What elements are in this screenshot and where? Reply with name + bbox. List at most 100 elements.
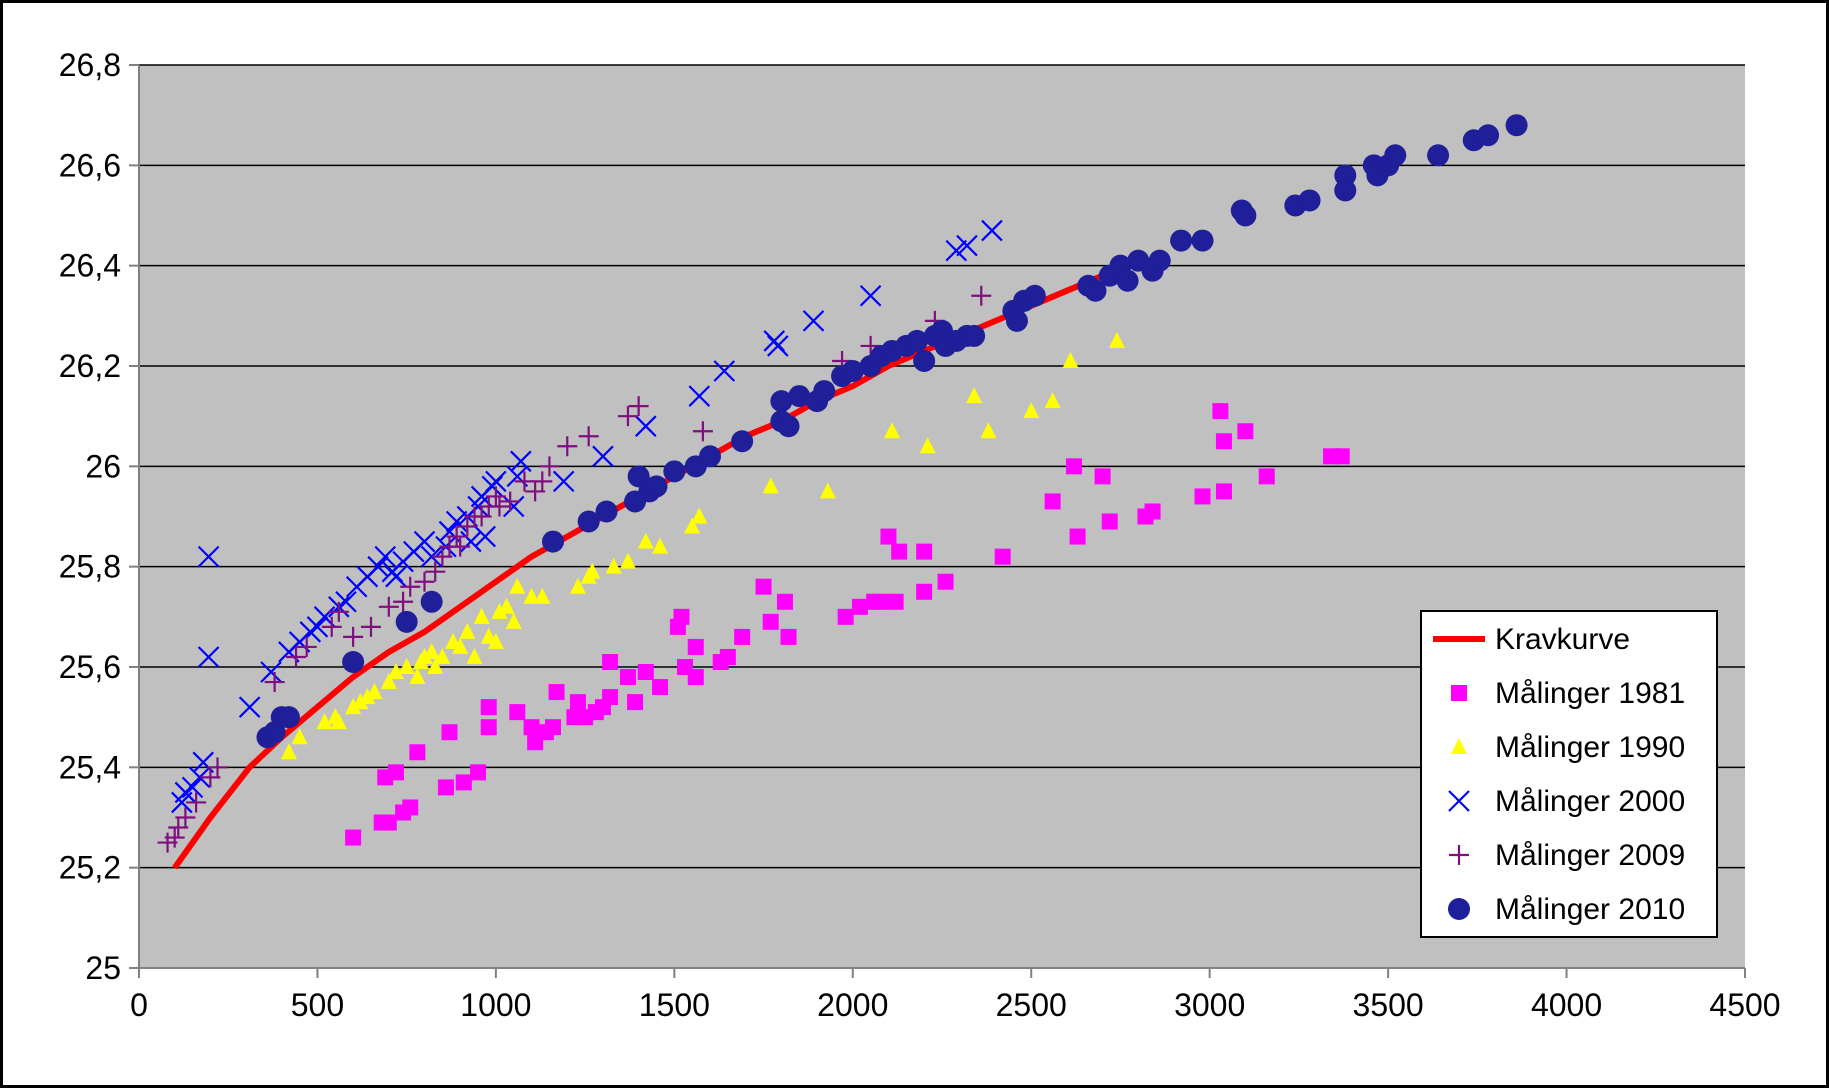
data-point (280, 743, 297, 760)
data-point (916, 543, 933, 560)
data-point (548, 684, 565, 701)
data-point (577, 510, 600, 533)
data-point (770, 390, 793, 413)
data-point (762, 613, 779, 630)
data-point (981, 219, 1003, 242)
y-tick-label: 26,8 (59, 47, 121, 83)
x-tick-label: 1500 (639, 987, 710, 1023)
data-point (452, 637, 469, 654)
data-point (409, 744, 426, 761)
data-point (414, 571, 435, 592)
data-point (919, 437, 936, 454)
data-point (684, 517, 701, 534)
data-point (480, 719, 497, 736)
data-point (387, 764, 404, 781)
data-point (385, 565, 407, 588)
data-point (688, 385, 711, 407)
data-point (343, 626, 364, 647)
data-point (277, 706, 300, 729)
y-tick-label: 25,2 (59, 850, 121, 886)
data-point (466, 647, 483, 664)
legend-label: Kravkurve (1495, 623, 1630, 656)
data-point (380, 673, 397, 690)
data-point (1044, 392, 1061, 409)
data-point (502, 495, 525, 518)
data-point (1212, 403, 1229, 420)
y-tick-label: 26 (85, 448, 121, 484)
y-tick-label: 26,4 (59, 248, 121, 284)
data-point (906, 329, 929, 352)
data-point (342, 650, 365, 673)
data-point (569, 694, 586, 711)
data-point (602, 653, 619, 670)
data-point (207, 757, 228, 778)
data-point (1258, 468, 1275, 485)
y-tick-label: 25,4 (59, 749, 121, 785)
data-point (1505, 114, 1528, 137)
data-point (197, 646, 220, 668)
data-point (427, 658, 444, 674)
data-point (755, 578, 772, 595)
legend: Kravkurve Målinger 1981 Målinger 1990 Målin… (1420, 610, 1718, 938)
x-tick-label: 1000 (460, 987, 531, 1023)
data-point (813, 380, 836, 403)
axes (138, 65, 1745, 969)
data-point (777, 415, 800, 438)
data-point (1234, 204, 1257, 227)
data-point (437, 779, 454, 796)
x-tick-label: 3500 (1353, 987, 1424, 1023)
data-point (1069, 528, 1086, 545)
x-tick-label: 500 (291, 987, 344, 1023)
data-point (637, 664, 654, 681)
data-point (539, 456, 560, 477)
data-point (291, 728, 308, 745)
legend-label: Målinger 1990 (1495, 731, 1685, 764)
data-point (1094, 468, 1111, 485)
data-point (1384, 144, 1407, 167)
series-m-linger-1990 (280, 331, 1125, 760)
data-point (605, 557, 622, 574)
data-point (316, 713, 333, 730)
data-point (663, 460, 686, 483)
data-point (699, 445, 722, 468)
data-point (487, 632, 504, 649)
data-point (460, 530, 482, 553)
data-point (434, 647, 451, 664)
legend-x-symbol (1448, 790, 1470, 812)
data-point (780, 628, 797, 645)
data-point (617, 406, 638, 427)
data-point (635, 415, 657, 437)
data-point (691, 507, 708, 524)
data-point (286, 646, 307, 667)
data-point (367, 555, 389, 578)
legend-label: Målinger 2010 (1495, 893, 1685, 926)
data-point (602, 689, 619, 706)
data-point (1334, 164, 1357, 187)
data-point (525, 481, 546, 502)
data-point (328, 601, 349, 622)
data-point (937, 573, 954, 590)
data-point (552, 470, 575, 493)
data-point (296, 636, 317, 657)
data-point (395, 610, 418, 633)
legend-box (1420, 610, 1718, 938)
data-point (400, 576, 421, 597)
data-point (510, 450, 532, 473)
data-point (352, 693, 369, 710)
data-point (971, 285, 992, 306)
series-m-linger-2000 (171, 219, 1003, 814)
data-point (425, 561, 446, 582)
data-point (884, 422, 901, 439)
data-point (514, 471, 535, 492)
data-point (1023, 284, 1046, 307)
data-point (578, 426, 599, 447)
data-point (1191, 229, 1214, 252)
data-point (673, 608, 690, 625)
x-tick-label: 0 (130, 987, 148, 1023)
x-tick-label: 2500 (996, 987, 1067, 1023)
data-point (645, 475, 668, 498)
data-point (321, 616, 342, 637)
data-point (1334, 179, 1357, 202)
data-point (523, 719, 540, 736)
